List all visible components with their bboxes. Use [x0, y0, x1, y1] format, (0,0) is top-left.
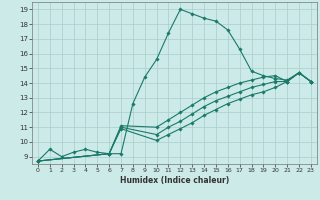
X-axis label: Humidex (Indice chaleur): Humidex (Indice chaleur): [120, 176, 229, 185]
